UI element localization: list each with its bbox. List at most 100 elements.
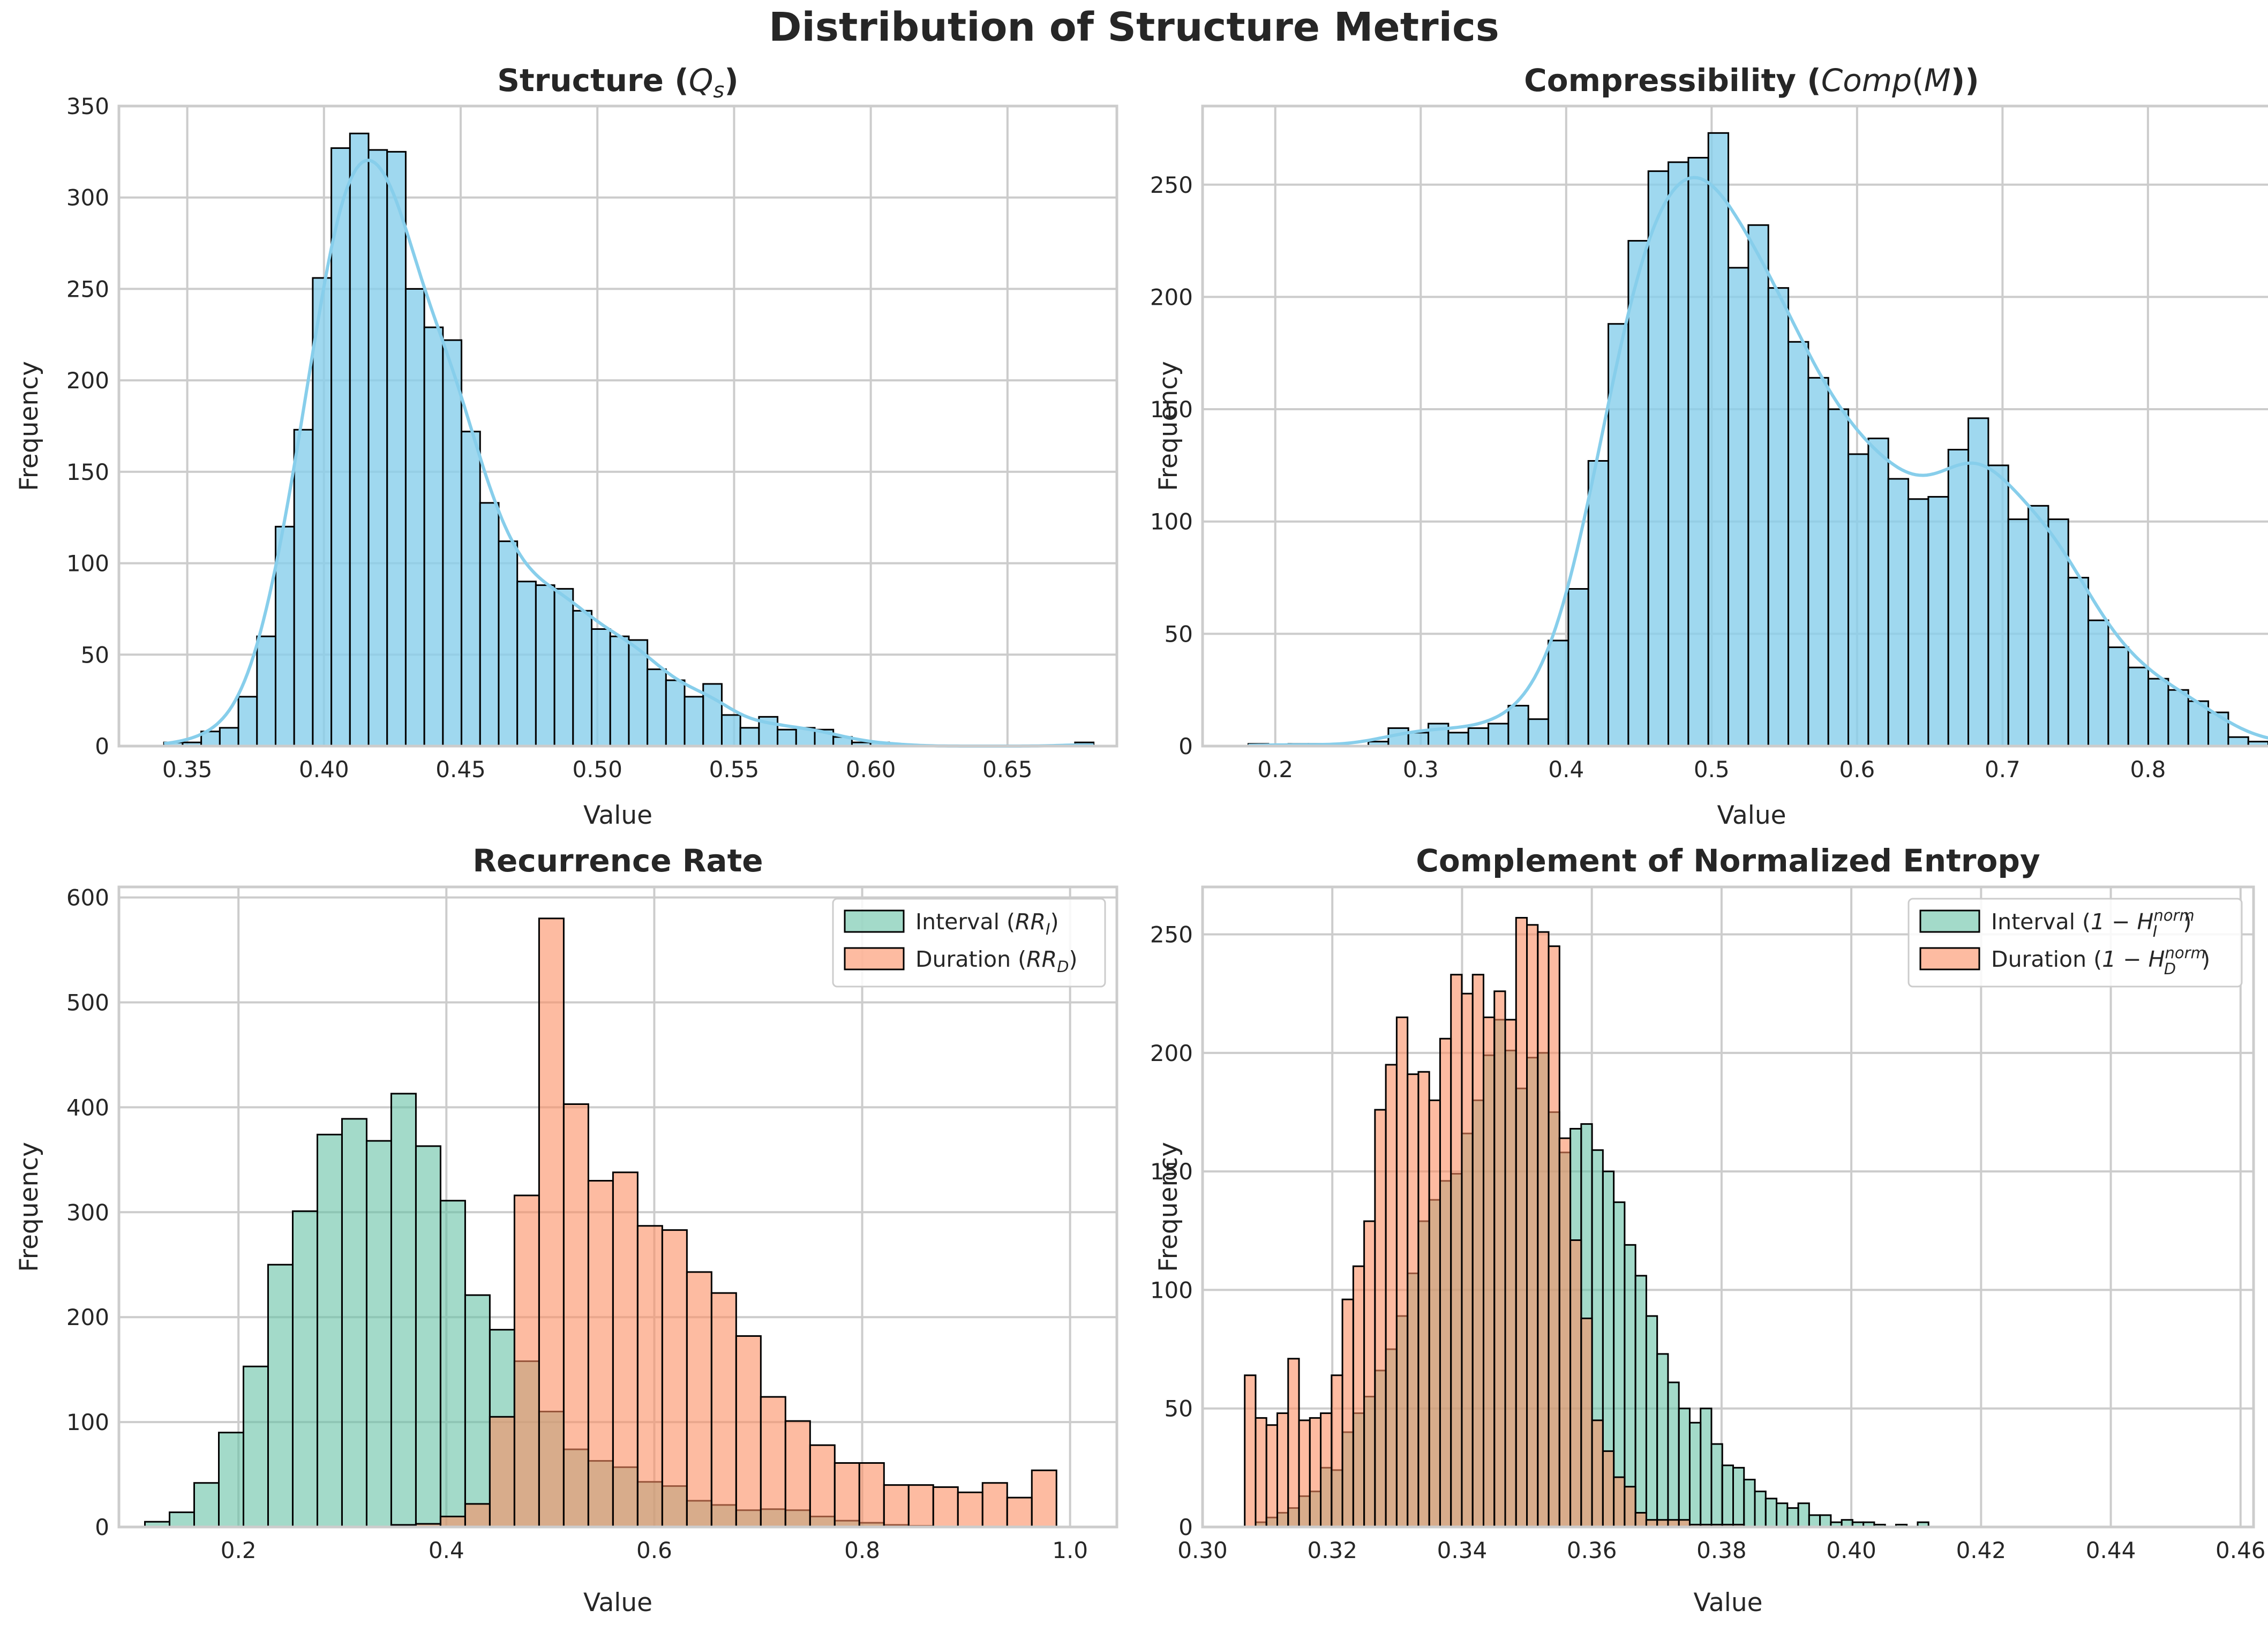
histogram-bar xyxy=(1407,1073,1420,1528)
histogram-bar xyxy=(686,1271,712,1528)
x-tick-label: 0.4 xyxy=(429,1537,464,1563)
histogram-bar xyxy=(1947,449,1970,747)
histogram-bar xyxy=(661,1229,688,1528)
histogram-bar xyxy=(2047,518,2069,747)
y-tick-label: 200 xyxy=(1150,1040,1193,1066)
histogram-bar xyxy=(1808,1514,1821,1528)
histogram-bar xyxy=(609,635,630,747)
plot-frame xyxy=(1201,885,2255,1529)
figure-title: Distribution of Structure Metrics xyxy=(769,4,1499,50)
grid-lines xyxy=(119,105,1117,747)
y-tick-label: 50 xyxy=(81,642,109,668)
histogram-bar xyxy=(535,584,555,747)
histogram-bar xyxy=(784,1420,811,1528)
histogram-bar xyxy=(2167,689,2189,747)
x-tick-label: 0.6 xyxy=(1839,756,1875,783)
histogram-bar xyxy=(833,1462,860,1528)
histogram-bar xyxy=(219,727,239,747)
histogram-bar xyxy=(1507,705,1529,747)
legend-swatch xyxy=(844,909,905,933)
x-tick-label: 0.50 xyxy=(572,756,622,783)
histogram-bar xyxy=(1602,1450,1615,1528)
histogram-bar xyxy=(1634,1511,1647,1528)
histogram-bar xyxy=(1627,240,1649,747)
y-tick-label: 500 xyxy=(66,989,109,1015)
histogram-bar xyxy=(516,581,537,747)
x-tick-label: 0.2 xyxy=(1257,756,1293,783)
histogram-bar xyxy=(2027,505,2049,747)
histogram-bar xyxy=(312,277,333,747)
y-tick-label: 150 xyxy=(1150,396,1193,423)
histogram-bar xyxy=(349,132,370,747)
histogram-bar xyxy=(809,1444,836,1528)
x-tick-label: 1.0 xyxy=(1052,1537,1088,1563)
y-tick-label: 350 xyxy=(66,93,109,119)
histogram-bar xyxy=(1006,1496,1033,1528)
histogram-bar xyxy=(1788,341,1809,747)
histogram-bar xyxy=(665,679,686,747)
x-tick-label: 0.30 xyxy=(1177,1537,1228,1563)
histogram-bar xyxy=(237,696,258,747)
histogram-bar xyxy=(1352,1265,1365,1528)
histogram-bar xyxy=(439,1200,466,1528)
histogram-bar xyxy=(367,149,388,747)
y-tick-label: 200 xyxy=(1150,284,1193,310)
y-tick-label: 600 xyxy=(66,885,109,911)
histogram-bar xyxy=(1482,1016,1496,1528)
histogram-bar xyxy=(1624,1486,1636,1528)
histogram-bar xyxy=(217,1432,244,1528)
histogram-bar xyxy=(612,1171,639,1528)
histogram-bar xyxy=(498,540,519,747)
histogram-bar xyxy=(1439,1037,1452,1528)
histogram-bar xyxy=(1526,924,1539,1528)
histogram-bar xyxy=(464,1294,491,1528)
histogram-bar xyxy=(907,1484,934,1528)
y-tick-label: 0 xyxy=(95,1514,109,1540)
histogram-bar xyxy=(267,1263,294,1528)
x-tick-label: 0.65 xyxy=(982,756,1033,783)
histogram-bar xyxy=(341,1118,367,1528)
x-tick-label: 0.7 xyxy=(1985,756,2021,783)
x-tick-label: 0.38 xyxy=(1696,1537,1747,1563)
histogram-bar xyxy=(1668,161,1689,747)
y-tick-label: 300 xyxy=(66,1199,109,1225)
panel-title: Structure (Qs) xyxy=(497,62,738,103)
histogram-bar xyxy=(1667,1381,1680,1528)
histogram-bar xyxy=(1647,170,1670,747)
histogram-bar xyxy=(513,1194,540,1528)
legend: Interval (1 − Hnorm I)Duration (1 − Hnorm… xyxy=(1907,898,2243,988)
x-tick-label: 0.34 xyxy=(1437,1537,1488,1563)
histogram-bar xyxy=(274,525,295,747)
histogram-bar xyxy=(439,1515,466,1528)
histogram-bar xyxy=(390,1093,417,1528)
histogram-bar xyxy=(479,502,500,747)
y-tick-label: 50 xyxy=(1165,1396,1193,1422)
bar-series xyxy=(1248,132,2268,747)
histogram-bar xyxy=(1467,727,1490,747)
histogram-bar xyxy=(415,1145,441,1528)
x-tick-label: 0.8 xyxy=(2130,756,2166,783)
histogram-bar xyxy=(1587,460,1610,747)
histogram-bar xyxy=(760,1396,786,1528)
histogram-bar xyxy=(1767,287,1790,747)
histogram-bar xyxy=(1656,1353,1669,1528)
histogram-bar xyxy=(1447,732,1469,747)
histogram-bar xyxy=(256,635,276,747)
histogram-bar xyxy=(981,1482,1008,1528)
histogram-bar xyxy=(572,610,593,747)
recurrence-rate-histogram: 0.2 0.4 0.6 0.8 1.0 0 100 200 300 400 500 600 Value F… xyxy=(14,842,1118,1618)
plot-frame xyxy=(117,885,1118,1529)
histogram-bar xyxy=(316,1133,343,1528)
normalized-entropy-histogram: 0.30 0.32 0.34 0.36 0.38 0.40 0.42 0.44 0.46 0 50 1… xyxy=(1150,842,2266,1618)
histogram-bar xyxy=(1728,267,1749,747)
histogram-bar xyxy=(1417,1071,1430,1528)
legend-swatch xyxy=(844,947,905,971)
histogram-bar xyxy=(1276,1412,1289,1528)
histogram-bar xyxy=(720,714,741,747)
histogram-bar xyxy=(2067,577,2090,747)
legend-label: Interval (1 − Hnorm I) xyxy=(1991,906,2195,941)
histogram-bar xyxy=(1548,945,1560,1528)
histogram-bar xyxy=(1688,1421,1702,1528)
histogram-bar xyxy=(1255,1417,1267,1528)
histogram-bar xyxy=(1700,1408,1713,1528)
